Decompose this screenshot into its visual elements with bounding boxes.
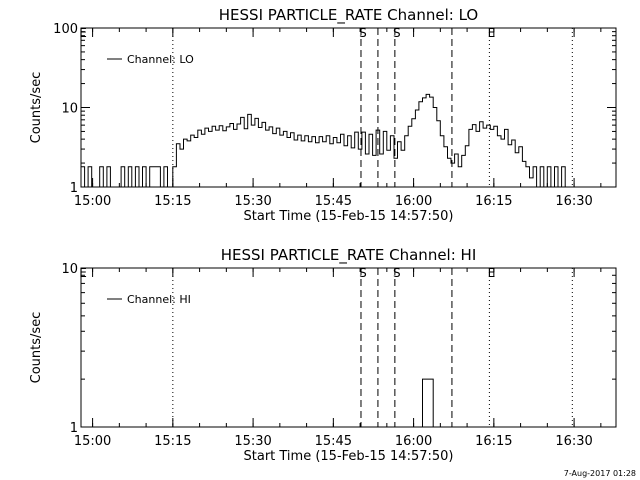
panel-1-title: HESSI PARTICLE_RATE Channel: LO — [219, 6, 478, 25]
panel-2-y-tick-label: 10 — [61, 262, 78, 277]
panel-1-x-tick-label: 16:00 — [395, 194, 432, 209]
panel-2-y-axis-label: Counts/sec — [29, 312, 44, 384]
panel-2-x-tick-label: 16:30 — [555, 434, 592, 449]
panel-1-y-axis-label: Counts/sec — [29, 72, 44, 144]
panel-1-plot-frame — [80, 27, 617, 188]
panel-1-x-axis-label: Start Time (15-Feb-15 14:57:50) — [244, 209, 454, 224]
panel-2-y-tick-label: 1 — [70, 421, 78, 436]
panel-1-x-tick-label: 15:30 — [234, 194, 271, 209]
panel-1-event-marker-label: E — [488, 26, 496, 40]
panel-1-event-marker-label: S — [359, 26, 367, 40]
panel-2-series-line — [418, 378, 434, 428]
panel-2-plot-frame — [80, 267, 617, 428]
panel-1-y-tick-label: 1 — [70, 181, 78, 196]
panel-1-x-tick-label: 16:15 — [475, 194, 512, 209]
panel-2-legend-label: Channel: HI — [127, 293, 191, 306]
footer-timestamp: 7-Aug-2017 01:28 — [563, 469, 636, 478]
panel-1-legend-label: Channel: LO — [127, 53, 194, 66]
panel-1-x-tick-label: 15:45 — [315, 194, 352, 209]
panel-1-x-tick-label: 15:00 — [74, 194, 111, 209]
panel-2-x-tick-label: 15:45 — [315, 434, 352, 449]
panel-1-y-tick-label: 10 — [61, 102, 78, 117]
panel-1-x-tick-label: 16:30 — [555, 194, 592, 209]
panel-1-series-line — [81, 93, 573, 188]
panel-2-event-marker-label: S — [393, 266, 401, 280]
panel-2-x-tick-label: 15:00 — [74, 434, 111, 449]
panel-2-x-axis-label: Start Time (15-Feb-15 14:57:50) — [244, 449, 454, 464]
panel-1-y-tick-label: 100 — [53, 22, 78, 37]
panel-1-event-marker-label: S — [393, 26, 401, 40]
panel-1-x-tick-label: 15:15 — [154, 194, 191, 209]
panel-2-title: HESSI PARTICLE_RATE Channel: HI — [221, 246, 477, 265]
panel-1-event-marker-label: E — [79, 26, 87, 40]
panel-2-event-marker-label: E — [488, 266, 496, 280]
panel-2-event-marker-label: E — [79, 266, 87, 280]
panel-2-x-tick-label: 15:15 — [154, 434, 191, 449]
panel-2-x-tick-label: 16:00 — [395, 434, 432, 449]
panel-2-x-tick-label: 16:15 — [475, 434, 512, 449]
panel-2-x-tick-label: 15:30 — [234, 434, 271, 449]
panel-2-event-marker-label: S — [359, 266, 367, 280]
